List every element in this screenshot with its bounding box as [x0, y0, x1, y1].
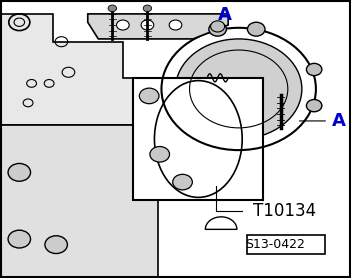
- Text: A: A: [332, 112, 346, 130]
- Text: A: A: [218, 6, 232, 24]
- Text: T10134: T10134: [253, 202, 316, 220]
- Circle shape: [306, 100, 322, 112]
- Circle shape: [8, 163, 31, 181]
- Circle shape: [45, 236, 67, 254]
- Circle shape: [176, 39, 302, 139]
- Polygon shape: [0, 125, 193, 278]
- Circle shape: [209, 22, 226, 36]
- Bar: [247, 235, 325, 254]
- Circle shape: [108, 5, 117, 12]
- Circle shape: [169, 20, 182, 30]
- Circle shape: [117, 20, 129, 30]
- Polygon shape: [88, 14, 228, 39]
- Polygon shape: [133, 78, 263, 200]
- Circle shape: [143, 5, 152, 12]
- Circle shape: [247, 22, 265, 36]
- Circle shape: [173, 174, 192, 190]
- Circle shape: [150, 147, 170, 162]
- Circle shape: [211, 21, 225, 32]
- Circle shape: [139, 88, 159, 104]
- Text: S13-0422: S13-0422: [246, 238, 305, 251]
- Circle shape: [306, 63, 322, 76]
- Circle shape: [8, 230, 31, 248]
- Polygon shape: [0, 14, 176, 125]
- Wedge shape: [205, 217, 237, 229]
- Circle shape: [141, 20, 154, 30]
